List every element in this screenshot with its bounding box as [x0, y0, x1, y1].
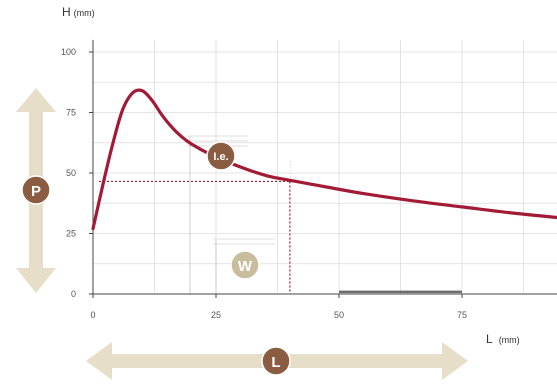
p-badge: P: [21, 175, 51, 205]
x-axis-title: L (mm): [486, 332, 520, 346]
w-region-bar: [339, 290, 462, 294]
ie-badge: I.e.: [206, 141, 236, 171]
series: [91, 88, 557, 231]
p-badge-label: P: [31, 183, 41, 200]
y-tick-label: 100: [61, 47, 76, 57]
l-dimension-arrow: [86, 342, 468, 380]
guide-lines: [99, 135, 462, 294]
grid: [92, 39, 557, 295]
axes: [92, 39, 557, 295]
l-badge: L: [261, 346, 291, 376]
w-badge: W: [230, 250, 260, 280]
x-tick-label: 50: [334, 310, 344, 320]
x-tick-label: 25: [211, 310, 221, 320]
series-line-0: [91, 88, 557, 231]
w-badge-label: W: [238, 258, 253, 275]
l-badge-label: L: [271, 354, 280, 371]
y-tick-label: 0: [71, 289, 76, 299]
y-tick-label: 75: [66, 108, 76, 118]
y-axis-title: H (mm): [62, 5, 95, 19]
y-tick-label: 25: [66, 229, 76, 239]
y-tick-label: 50: [66, 168, 76, 178]
tick-labels: 02550751001251500255075100: [61, 47, 467, 320]
x-tick-label: 0: [90, 310, 95, 320]
x-tick-label: 75: [457, 310, 467, 320]
ie-badge-label: I.e.: [213, 151, 228, 163]
